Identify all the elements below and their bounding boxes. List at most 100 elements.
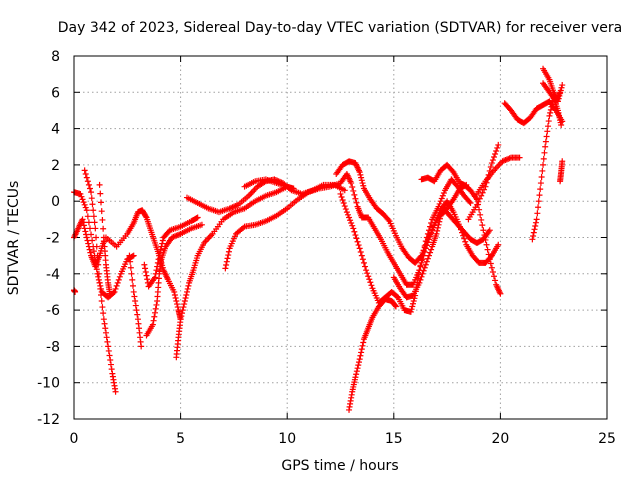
- data-point: [459, 229, 466, 236]
- data-point: [477, 211, 484, 218]
- data-point: [92, 225, 99, 232]
- data-point: [532, 219, 539, 226]
- data-point: [102, 329, 109, 336]
- data-point: [476, 195, 483, 202]
- data-point: [339, 196, 346, 203]
- data-point: [184, 285, 191, 292]
- data-point: [360, 339, 367, 346]
- data-point: [350, 225, 357, 232]
- data-point: [359, 180, 366, 187]
- data-point: [538, 174, 545, 180]
- data-point: [436, 218, 443, 225]
- data-point: [546, 112, 553, 119]
- data-point: [410, 298, 417, 305]
- data-point: [173, 298, 180, 305]
- data-point: [353, 199, 360, 206]
- data-point: [85, 219, 92, 226]
- data-point: [108, 366, 115, 373]
- data-point: [153, 267, 160, 274]
- data-point: [436, 200, 443, 207]
- data-point: [529, 236, 536, 243]
- data-point: [112, 388, 119, 395]
- data-point: [183, 291, 190, 298]
- data-point: [104, 338, 111, 345]
- data-point: [98, 298, 105, 305]
- y-tick-label: -4: [46, 267, 60, 283]
- data-point: [154, 259, 161, 266]
- data-point: [541, 149, 548, 156]
- data-point: [224, 255, 231, 262]
- data-point: [449, 167, 456, 174]
- y-tick-label: -6: [46, 303, 60, 319]
- data-point: [427, 249, 434, 256]
- data-point: [425, 227, 432, 234]
- data-point: [132, 302, 139, 309]
- data-point: [543, 133, 550, 140]
- data-point: [461, 235, 468, 242]
- data-point: [481, 232, 488, 239]
- data-point: [340, 200, 347, 207]
- data-point: [134, 311, 141, 318]
- data-point: [493, 147, 500, 154]
- data-point: [354, 238, 361, 245]
- data-point: [544, 128, 551, 135]
- data-point: [101, 320, 108, 327]
- series-s17: [390, 181, 470, 301]
- data-point: [95, 273, 102, 280]
- data-point: [489, 268, 496, 275]
- data-point: [435, 203, 442, 210]
- data-point: [357, 249, 364, 256]
- chart-title: Day 342 of 2023, Sidereal Day-to-day VTE…: [58, 20, 622, 36]
- data-point: [491, 273, 498, 280]
- data-point: [126, 252, 133, 259]
- data-point: [548, 103, 555, 110]
- data-point: [488, 264, 495, 271]
- data-point: [358, 177, 365, 184]
- data-point: [223, 258, 230, 265]
- data-point: [358, 174, 365, 181]
- data-point: [225, 248, 232, 255]
- data-point: [545, 123, 552, 130]
- data-point: [105, 343, 112, 350]
- data-point: [90, 248, 97, 255]
- data-point: [342, 206, 349, 213]
- data-point: [159, 240, 166, 247]
- data-point: [392, 302, 399, 309]
- data-point: [116, 273, 123, 280]
- data-point: [537, 180, 544, 187]
- data-point: [178, 313, 185, 320]
- x-tick-label: 20: [491, 431, 509, 447]
- data-point: [535, 204, 542, 211]
- data-point: [132, 298, 139, 305]
- data-point: [79, 216, 86, 223]
- data-point: [344, 211, 351, 218]
- data-point: [133, 307, 140, 314]
- data-point: [467, 200, 474, 207]
- data-point: [80, 219, 87, 226]
- data-point: [225, 252, 232, 259]
- data-point: [356, 169, 363, 176]
- data-point: [421, 264, 428, 271]
- data-point: [531, 226, 538, 233]
- series-s19: [465, 141, 502, 223]
- y-tick-label: -2: [46, 231, 60, 247]
- data-point: [530, 232, 537, 239]
- series-s9: [143, 221, 205, 339]
- data-point: [346, 214, 353, 221]
- data-point: [181, 298, 188, 305]
- data-point: [358, 346, 365, 353]
- data-point: [83, 174, 90, 181]
- data-point: [352, 374, 359, 381]
- data-point: [144, 276, 151, 283]
- data-point: [194, 214, 201, 221]
- data-point: [358, 349, 365, 356]
- data-point: [359, 256, 366, 263]
- data-point: [437, 198, 444, 205]
- data-point: [157, 246, 164, 253]
- data-point: [535, 198, 542, 205]
- data-point: [368, 282, 375, 289]
- data-point: [360, 182, 367, 189]
- data-point: [179, 310, 186, 317]
- data-point: [107, 357, 114, 364]
- data-point: [86, 225, 93, 232]
